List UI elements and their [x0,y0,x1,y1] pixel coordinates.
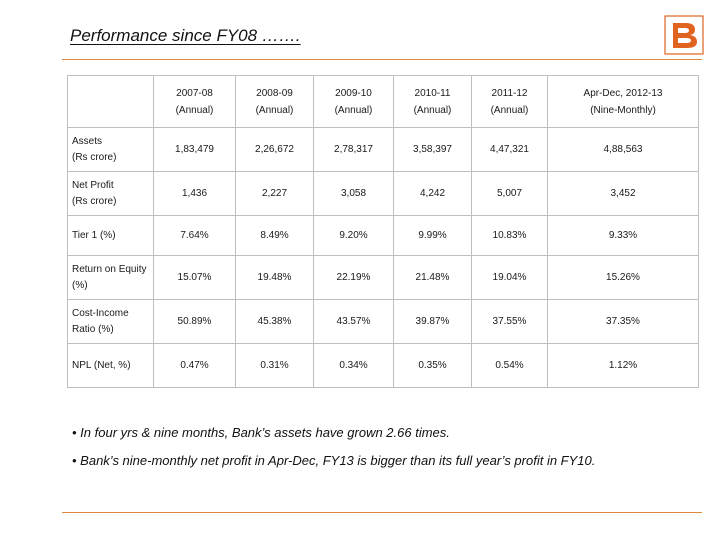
table-cell: 1.12% [547,343,699,388]
table-cell: 3,452 [547,171,699,216]
column-header: 2008-09 (Annual) [235,75,314,128]
table-cell: 9.99% [393,215,472,256]
table-cell: 1,83,479 [153,127,236,172]
table-row: NPL (Net, %) 0.47% 0.31% 0.34% 0.35% 0.5… [67,343,699,388]
table-cell: 0.47% [153,343,236,388]
table-cell: 9.20% [313,215,394,256]
table-cell: 19.48% [235,255,314,300]
table-cell: 3,058 [313,171,394,216]
column-header: 2007-08 (Annual) [153,75,236,128]
table-cell: 4,47,321 [471,127,548,172]
table-cell: 2,26,672 [235,127,314,172]
column-header: 2011-12 (Annual) [471,75,548,128]
column-header: Apr-Dec, 2012-13 (Nine-Monthly) [547,75,699,128]
table-cell: 0.31% [235,343,314,388]
performance-table: 2007-08 (Annual) 2008-09 (Annual) 2009-10(… [67,75,699,388]
row-label: Tier 1 (%) [67,215,154,256]
table-cell: 5,007 [471,171,548,216]
table-cell: 50.89% [153,299,236,344]
page-title: Performance since FY08 ……. [70,26,301,45]
table-cell: 7.64% [153,215,236,256]
table-cell: 39.87% [393,299,472,344]
table-cell: 15.07% [153,255,236,300]
table-header-row: 2007-08 (Annual) 2008-09 (Annual) 2009-10(… [67,75,699,128]
row-label: Assets (Rs crore) [67,127,154,172]
footer-rule [62,512,702,513]
table-row: Cost-Income Ratio (%) 50.89% 45.38% 43.57… [67,299,699,344]
table-cell: 37.55% [471,299,548,344]
table-cell: 0.35% [393,343,472,388]
row-label: NPL (Net, %) [67,343,154,388]
table-cell: 19.04% [471,255,548,300]
table-cell: 45.38% [235,299,314,344]
table-cell: 4,242 [393,171,472,216]
header-corner-cell [67,75,154,128]
table-cell: 43.57% [313,299,394,344]
table-row: Net Profit (Rs crore) 1,436 2,227 3,058 4… [67,171,699,216]
table-row: Assets (Rs crore) 1,83,479 2,26,672 2,78,… [67,127,699,172]
row-label: Return on Equity (%) [67,255,154,300]
table-cell: 15.26% [547,255,699,300]
table-cell: 10.83% [471,215,548,256]
table-cell: 0.34% [313,343,394,388]
table-cell: 2,227 [235,171,314,216]
table-cell: 21.48% [393,255,472,300]
table-cell: 3,58,397 [393,127,472,172]
table-cell: 8.49% [235,215,314,256]
table-row: Tier 1 (%) 7.64% 8.49% 9.20% 9.99% 10.83… [67,215,699,256]
row-label: Net Profit (Rs crore) [67,171,154,216]
table-cell: 22.19% [313,255,394,300]
note-item: • Bank’s nine-monthly net profit in Apr-… [72,453,596,468]
table-row: Return on Equity (%) 15.07% 19.48% 22.19%… [67,255,699,300]
row-label: Cost-Income Ratio (%) [67,299,154,344]
table-cell: 9.33% [547,215,699,256]
column-header: 2010-11 (Annual) [393,75,472,128]
table-cell: 0.54% [471,343,548,388]
notes: • In four yrs & nine months, Bank’s asse… [72,424,672,480]
bank-logo-icon [664,15,704,55]
table-cell: 2,78,317 [313,127,394,172]
table-cell: 37.35% [547,299,699,344]
table-cell: 4,88,563 [547,127,699,172]
header-rule [62,59,702,60]
note-item: • In four yrs & nine months, Bank’s asse… [72,425,450,440]
table-cell: 1,436 [153,171,236,216]
column-header: 2009-10 (Annual) [313,75,394,128]
